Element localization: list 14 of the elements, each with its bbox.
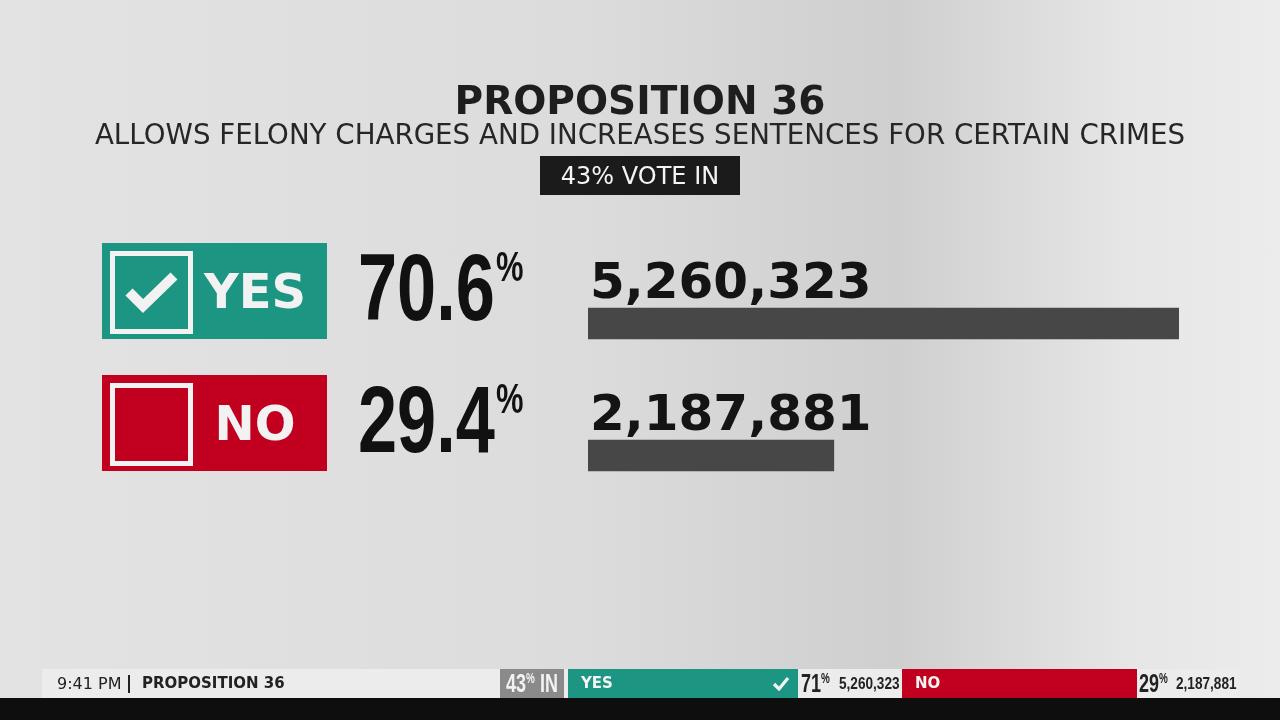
- text: NO: [915, 674, 941, 692]
- text: 29.4$^{%}$: [358, 366, 524, 472]
- data-label: 5,260,323: [590, 252, 872, 310]
- text: 5,260,323: [839, 674, 900, 693]
- data-label: 2,187,881: [590, 384, 872, 442]
- text: 2,187,881: [1176, 674, 1237, 693]
- text: 71$^{%}$: [801, 669, 830, 697]
- text: 9:41 PM: [57, 673, 122, 693]
- text: PROPOSITION 36: [142, 674, 285, 692]
- text: 43$^{%}$ IN: [506, 669, 558, 697]
- text: 70.6$^{%}$: [358, 234, 524, 340]
- text: YES: [581, 674, 613, 692]
- text: 29$^{%}$: [1139, 669, 1168, 697]
- text: 43% VOTE IN: [560, 161, 720, 190]
